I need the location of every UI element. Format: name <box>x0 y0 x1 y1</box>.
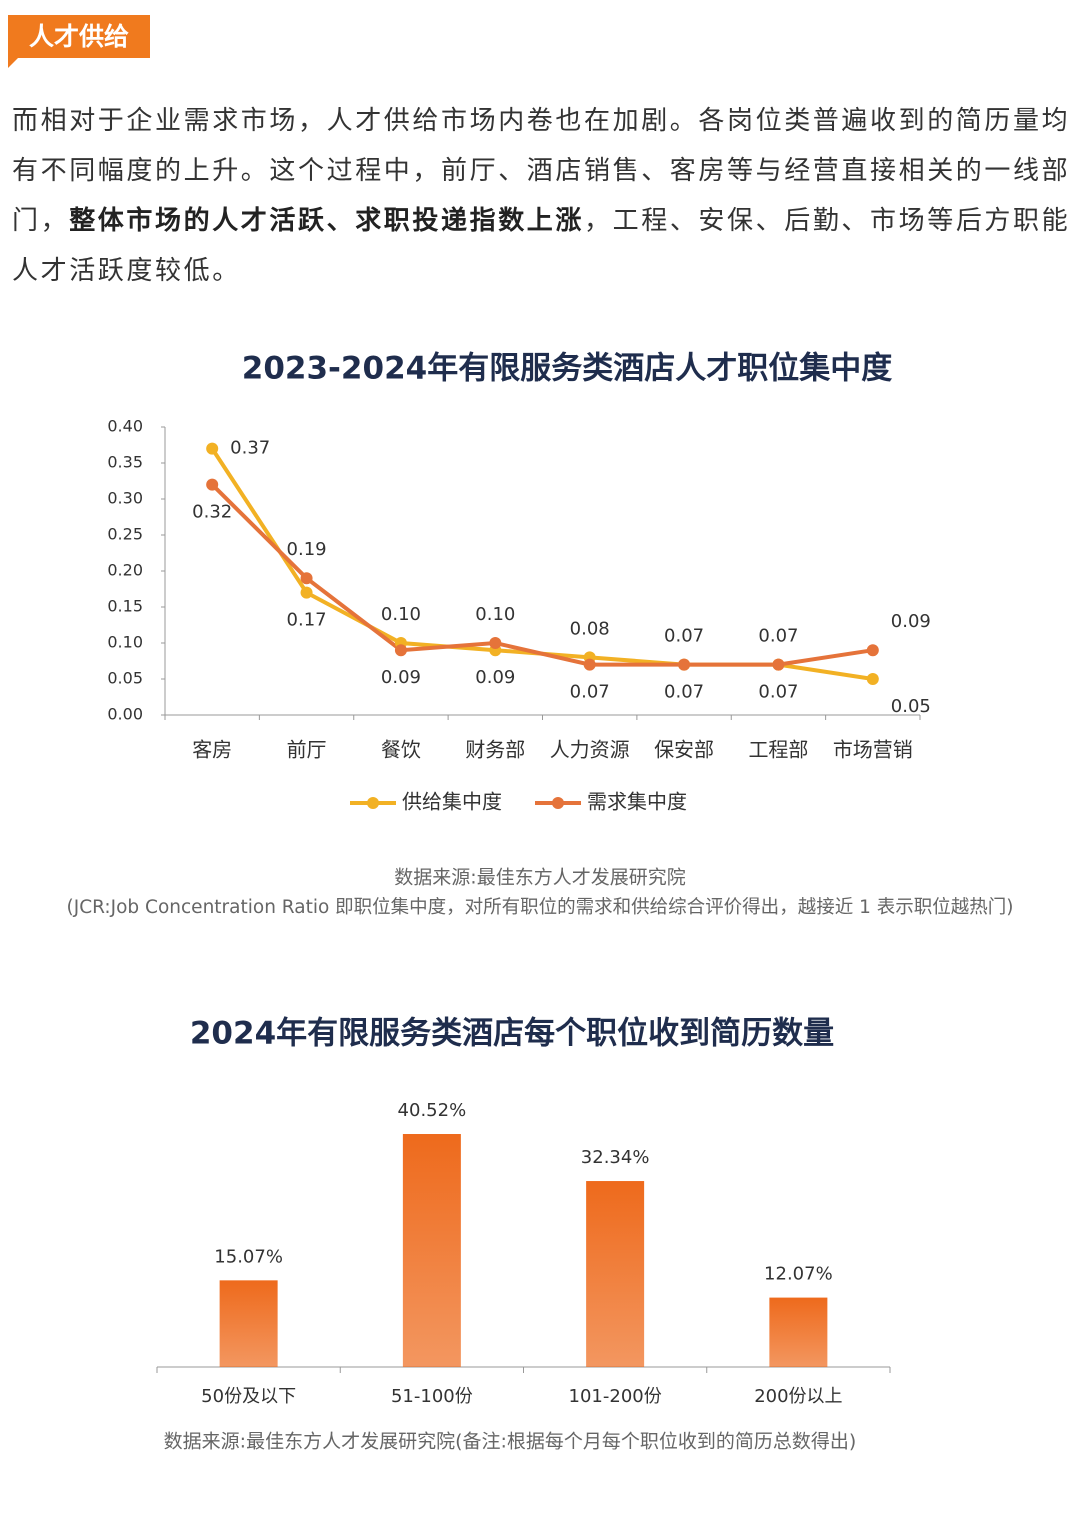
data-label: 0.32 <box>192 502 232 523</box>
data-label: 0.05 <box>891 696 931 717</box>
point <box>300 572 313 585</box>
data-label: 0.07 <box>758 626 798 647</box>
y-tick-label: 0.15 <box>107 597 143 616</box>
x-tick-label: 保安部 <box>654 738 714 762</box>
legend-marker <box>367 797 379 809</box>
x-tick-label: 人力资源 <box>550 738 630 762</box>
data-label: 12.07% <box>764 1264 833 1285</box>
x-tick-label: 财务部 <box>465 738 525 762</box>
x-tick-label: 客房 <box>192 738 232 762</box>
y-tick-label: 0.30 <box>107 489 143 508</box>
point <box>206 442 219 455</box>
x-tick-label: 市场营销 <box>833 738 913 762</box>
y-tick-label: 0.35 <box>107 453 143 472</box>
point <box>583 658 596 671</box>
x-tick-label: 餐饮 <box>381 738 421 762</box>
data-label: 0.07 <box>664 626 704 647</box>
bar <box>769 1297 828 1367</box>
note: (JCR:Job Concentration Ratio 即职位集中度，对所有职… <box>67 897 1014 918</box>
data-label: 0.17 <box>287 610 327 631</box>
point <box>300 586 313 599</box>
bar <box>402 1134 461 1367</box>
chart-title: 2023-2024年有限服务类酒店人才职位集中度 <box>242 351 892 387</box>
y-tick-label: 0.05 <box>107 669 143 688</box>
point <box>772 658 785 671</box>
source: 数据来源:最佳东方人才发展研究院(备注:根据每个月每个职位收到的简历总数得出) <box>164 1431 857 1453</box>
bar <box>219 1280 278 1367</box>
data-label: 0.09 <box>891 611 931 632</box>
point <box>206 478 219 491</box>
data-label: 0.09 <box>381 667 421 688</box>
data-label: 40.52% <box>398 1100 467 1121</box>
source: 数据来源:最佳东方人才发展研究院 <box>394 867 685 889</box>
paragraph: 而相对于企业需求市场，人才供给市场内卷也在加剧。各岗位类普遍收到的简历量均有不同… <box>12 96 1072 296</box>
point <box>489 637 502 649</box>
point <box>866 673 879 685</box>
y-tick-label: 0.00 <box>107 705 143 724</box>
data-label: 32.34% <box>581 1147 650 1168</box>
point <box>678 658 691 671</box>
x-tick-label: 工程部 <box>748 738 808 762</box>
y-tick-label: 0.20 <box>107 561 143 580</box>
y-tick-label: 0.10 <box>107 633 143 652</box>
legend-label: 供给集中度 <box>402 790 502 814</box>
data-label: 0.07 <box>664 682 704 703</box>
text: ，工程、安保、后勤、市场等后方职能人才活跃度较低。 <box>12 206 1071 286</box>
bold-text: 整体市场的人才活跃、求职投递指数上涨 <box>69 206 585 236</box>
y-tick-label: 0.40 <box>107 417 143 436</box>
x-tick-label: 101-200份 <box>569 1386 662 1407</box>
x-tick-label: 200份以上 <box>754 1386 842 1407</box>
legend-label: 需求集中度 <box>587 790 687 814</box>
tag-corner <box>8 58 18 68</box>
point <box>866 644 879 657</box>
line <box>210 483 874 667</box>
data-label: 0.10 <box>381 604 421 625</box>
x-tick-label: 51-100份 <box>391 1386 473 1407</box>
legend-marker <box>552 797 564 809</box>
point <box>394 644 407 657</box>
data-label: 0.08 <box>570 618 610 639</box>
text: 而相对于企业需求市场，人才供给市场内卷也在加剧。各岗位类普遍收到的简历量均有不同… <box>12 106 1071 236</box>
chart-title: 2024年有限服务类酒店每个职位收到简历数量 <box>190 1016 834 1052</box>
data-label: 0.09 <box>475 667 515 688</box>
data-label: 0.07 <box>758 682 798 703</box>
bar <box>586 1181 645 1367</box>
data-label: 0.10 <box>475 604 515 625</box>
x-tick-label: 50份及以下 <box>201 1386 296 1407</box>
data-label: 0.37 <box>230 438 270 459</box>
section-tag: 人才供给 <box>8 15 150 58</box>
data-label: 0.07 <box>570 682 610 703</box>
data-label: 15.07% <box>214 1246 283 1267</box>
y-tick-label: 0.25 <box>107 525 143 544</box>
x-tick-label: 前厅 <box>287 738 327 762</box>
data-label: 0.19 <box>287 539 327 560</box>
